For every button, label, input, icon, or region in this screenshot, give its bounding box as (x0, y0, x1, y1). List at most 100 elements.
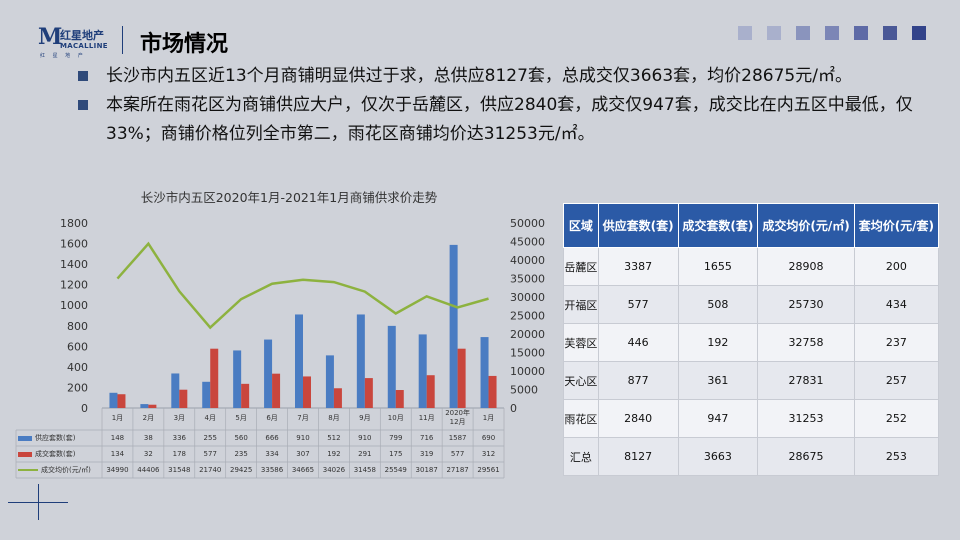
table-cell: 31253 (757, 399, 855, 438)
data-table-cell: 34026 (322, 466, 346, 474)
table-cell: 28908 (757, 247, 855, 286)
data-table-row: 成交套数(套) 134 32 178 577 235 334 307 192 291 175 319 5… (14, 446, 506, 462)
table-cell: 3663 (677, 437, 759, 476)
chart-svg: 0 200 400 600 800 1000 1200 1400 1600 1800 0 5000 10… (15, 217, 545, 479)
data-table-cell: 134 (110, 450, 125, 458)
y-right-tick-label: 45000 (510, 236, 545, 249)
data-table-cell: 33586 (260, 466, 284, 474)
deal-bar (426, 375, 435, 408)
deal-bar (333, 388, 342, 408)
x-tick-label: 8月 (328, 414, 339, 422)
table-cell: 3387 (597, 247, 679, 286)
data-table-cell: 175 (389, 450, 403, 458)
x-tick-label: 11月 (419, 414, 435, 422)
table-cell: 361 (677, 361, 759, 400)
x-tick-label: 12月 (450, 418, 466, 426)
x-tick-label: 10月 (388, 414, 404, 422)
table-header-cell: 成交套数(套) (677, 203, 759, 248)
bullet-item: 长沙市内五区近13个月商铺明显供过于求，总供应8127套，总成交仅3663套，均… (74, 62, 934, 91)
data-table-cell: 577 (203, 450, 217, 458)
table-cell: 253 (853, 437, 940, 476)
table-cell: 天心区 (563, 361, 599, 400)
decorative-square (912, 26, 926, 40)
table-row: 天心区 877 361 27831 257 (563, 361, 940, 400)
y-right-tick-label: 35000 (510, 273, 545, 286)
deal-bar (117, 394, 126, 408)
supply-bar (449, 244, 458, 408)
table-row: 汇总 8127 3663 28675 253 (563, 437, 940, 476)
y-right-tick-label: 5000 (510, 384, 538, 397)
table-header-cell: 区域 (563, 203, 599, 248)
data-table-cell: 235 (234, 450, 248, 458)
x-tick-label: 9月 (359, 414, 370, 422)
table-cell: 252 (853, 399, 940, 438)
y-left-tick-label: 1600 (60, 238, 88, 251)
decorative-squares (738, 26, 926, 40)
supply-bar (387, 325, 396, 408)
y-left-tick-label: 600 (67, 340, 88, 353)
y-right-tick-label: 10000 (510, 365, 545, 378)
y-left-tick-label: 800 (67, 320, 88, 333)
table-cell: 27831 (757, 361, 855, 400)
y-right-tick-label: 0 (510, 402, 517, 415)
data-table-cell: 690 (481, 434, 496, 442)
data-table-cell: 148 (110, 434, 125, 442)
logo-sub-text: 红 星 地 产 (40, 53, 86, 59)
x-tick-label: 5月 (235, 414, 246, 422)
supply-bar (140, 404, 149, 408)
x-tick-label: 4月 (204, 414, 215, 422)
data-table-cell: 31458 (353, 466, 376, 474)
y-left-tick-label: 200 (67, 381, 88, 394)
supply-bar (233, 350, 242, 408)
data-table-row: 成交均价(元/㎡) 34990 44406 31548 21740 29425 33586 3… (14, 462, 506, 478)
deal-bar (210, 348, 219, 408)
deal-bar (457, 348, 466, 408)
decorative-line (38, 484, 39, 520)
legend-item: 供应套数(套) (18, 430, 75, 446)
data-table-cell: 21740 (199, 466, 222, 474)
legend-label: 成交均价(元/㎡) (41, 466, 91, 474)
y-right-tick-label: 15000 (510, 347, 545, 360)
logo-cn-text: 红星地产 (60, 29, 104, 42)
data-table-cell: 291 (358, 450, 372, 458)
y-left-tick-label: 0 (81, 402, 88, 415)
table-cell: 237 (853, 323, 940, 362)
data-table-cell: 1587 (448, 434, 467, 442)
table-cell: 434 (853, 285, 940, 324)
y-right-tick-label: 50000 (510, 217, 545, 230)
decorative-square (825, 26, 839, 40)
table-cell: 508 (677, 285, 759, 324)
x-tick-label: 2020年 (445, 408, 470, 417)
x-tick-label: 2月 (143, 414, 154, 422)
data-table-cell: 910 (358, 434, 372, 442)
decorative-square (767, 26, 781, 40)
decorative-square (738, 26, 752, 40)
data-table-row: 供应套数(套) 148 38 336 255 560 666 910 512 910 799 716 1… (14, 430, 506, 446)
logo-en-text: MACALLINE (60, 42, 108, 50)
page-title: 市场情况 (140, 32, 229, 57)
supply-bar (480, 337, 489, 408)
data-table-cell: 178 (172, 450, 186, 458)
supply-bar (202, 381, 211, 408)
data-table-cell: 29425 (230, 466, 253, 474)
decorative-square (883, 26, 897, 40)
deal-bar (364, 378, 373, 408)
data-table-cell: 34665 (291, 466, 315, 474)
bullet-item: 本案所在雨花区为商铺供应大户，仅次于岳麓区，供应2840套，成交仅947套，成交… (74, 91, 934, 149)
y-right-tick-label: 40000 (510, 254, 545, 267)
data-table-cell: 29561 (477, 466, 500, 474)
data-table-cell: 336 (172, 434, 186, 442)
table-row: 开福区 577 508 25730 434 (563, 285, 940, 324)
deal-bar (241, 383, 250, 408)
decorative-square (796, 26, 810, 40)
table-cell: 446 (597, 323, 679, 362)
logo-mark: M (38, 24, 63, 50)
supply-demand-chart: 0 200 400 600 800 1000 1200 1400 1600 1800 0 5000 10… (14, 185, 564, 485)
table-cell: 1655 (677, 247, 759, 286)
x-tick-label: 1月 (483, 414, 494, 422)
data-table-cell: 38 (143, 434, 153, 442)
legend-item: 成交套数(套) (18, 446, 75, 462)
district-summary-table: 区域 供应套数(套) 成交套数(套) 成交均价(元/㎡) 套均价(元/套) 岳麓区 338… (563, 203, 940, 476)
chart-title: 长沙市内五区2020年1月-2021年1月商铺供求价走势 (140, 190, 438, 205)
company-logo: M 红星地产 MACALLINE 红 星 地 产 (38, 22, 128, 62)
